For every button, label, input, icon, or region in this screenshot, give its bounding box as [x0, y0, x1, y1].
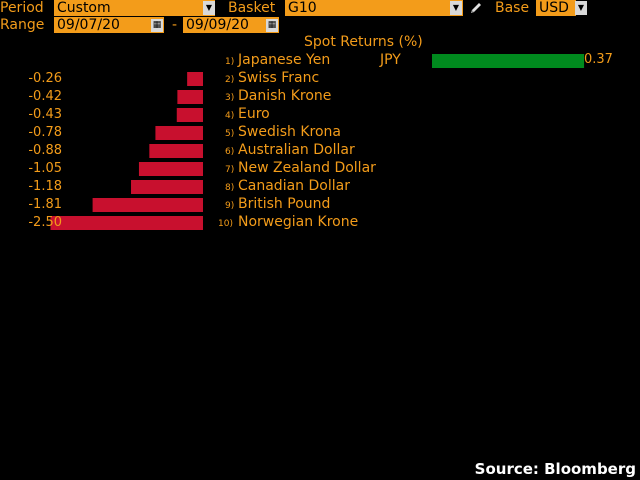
controls-row: Period Custom ▼ Basket G10 ▼ Base USD ▼: [0, 0, 640, 17]
range-separator: -: [172, 17, 178, 33]
pencil-icon[interactable]: [468, 0, 484, 16]
value-label: -0.78: [28, 125, 62, 140]
basket-dropdown[interactable]: G10: [285, 0, 463, 16]
value-label: -0.26: [28, 71, 62, 86]
period-dropdown[interactable]: Custom: [54, 0, 215, 16]
currency-name[interactable]: Euro: [238, 106, 270, 122]
bar-8: [92, 198, 203, 212]
base-dropdown[interactable]: USD: [536, 0, 576, 16]
basket-label: Basket: [228, 0, 276, 16]
rank-label: 3): [225, 93, 235, 103]
base-label: Base: [495, 0, 530, 16]
currency-name[interactable]: British Pound: [238, 196, 331, 212]
rank-label: 7): [225, 165, 235, 175]
value-label: -2.50: [28, 215, 62, 230]
range-end-field[interactable]: 09/09/20: [183, 17, 279, 33]
bar-7: [131, 180, 203, 194]
rank-label: 9): [225, 201, 235, 211]
bar-4: [155, 126, 203, 140]
bar-9: [50, 216, 203, 230]
rank-label: 8): [225, 183, 235, 193]
bar-3: [176, 108, 203, 122]
period-value: Custom: [57, 0, 111, 16]
bar-1: [187, 72, 203, 86]
currency-name[interactable]: Australian Dollar: [238, 142, 355, 158]
period-dropdown-chevron-icon[interactable]: ▼: [203, 1, 215, 15]
bar-0: [432, 54, 585, 68]
currency-name[interactable]: Danish Krone: [238, 88, 332, 104]
currency-name[interactable]: Swedish Krona: [238, 124, 341, 140]
value-label: -0.88: [28, 143, 62, 158]
range-start-calendar-icon[interactable]: ▦: [151, 19, 163, 32]
period-label: Period: [0, 0, 44, 16]
bar-5: [149, 144, 203, 158]
currency-name[interactable]: Canadian Dollar: [238, 178, 350, 194]
rank-label: 6): [225, 147, 235, 157]
highlight-currency-code: JPY: [380, 52, 401, 68]
rank-label: 10): [218, 219, 233, 229]
currency-name[interactable]: New Zealand Dollar: [238, 160, 376, 176]
source-footer: Source: Bloomberg: [474, 460, 636, 478]
value-label: -0.42: [28, 89, 62, 104]
range-row: Range 09/07/20 ▦ - 09/09/20 ▦: [0, 17, 640, 34]
rank-label: 1): [225, 57, 235, 67]
base-value: USD: [539, 0, 569, 16]
basket-dropdown-chevron-icon[interactable]: ▼: [450, 1, 462, 15]
currency-name[interactable]: Norwegian Krone: [238, 214, 359, 230]
value-label: -0.43: [28, 107, 62, 122]
rank-label: 2): [225, 75, 235, 85]
value-label: -1.18: [28, 179, 62, 194]
rank-label: 4): [225, 111, 235, 121]
chart-title: Spot Returns (%): [304, 34, 423, 50]
basket-value: G10: [288, 0, 317, 16]
currency-name[interactable]: Swiss Franc: [238, 70, 320, 86]
bar-6: [138, 162, 203, 176]
bar-2: [177, 90, 203, 104]
base-dropdown-chevron-icon[interactable]: ▼: [575, 1, 587, 15]
range-start-value: 09/07/20: [57, 17, 120, 33]
value-label: 0.37: [584, 52, 613, 67]
currency-name[interactable]: Japanese Yen: [238, 52, 331, 68]
spot-returns-chart: [50, 54, 585, 230]
range-end-calendar-icon[interactable]: ▦: [266, 19, 278, 32]
rank-label: 5): [225, 129, 235, 139]
value-label: -1.81: [28, 197, 62, 212]
value-label: -1.05: [28, 161, 62, 176]
range-label: Range: [0, 17, 45, 33]
range-end-value: 09/09/20: [186, 17, 249, 33]
range-start-field[interactable]: 09/07/20: [54, 17, 164, 33]
